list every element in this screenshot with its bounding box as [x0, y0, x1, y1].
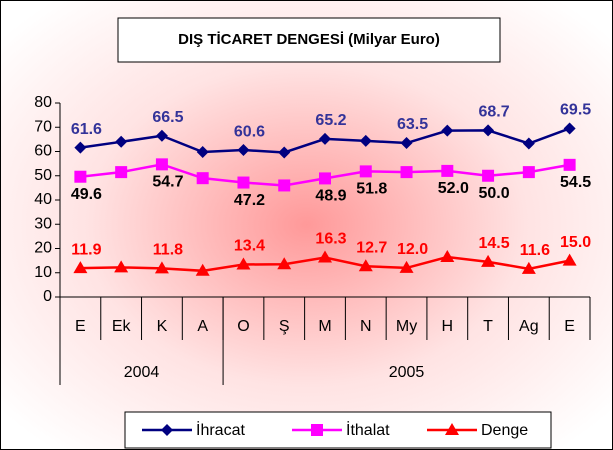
point: [400, 137, 413, 150]
point: [318, 250, 332, 263]
x-tick-label: A: [197, 318, 208, 335]
x-tick-label: E: [564, 318, 575, 335]
point: [195, 263, 210, 276]
point: [236, 257, 251, 270]
point: [155, 158, 168, 171]
point: [278, 179, 291, 192]
point: [441, 124, 454, 137]
point: [399, 260, 414, 273]
y-tick-label: 10: [34, 264, 52, 281]
y-tick-label: 80: [34, 94, 52, 111]
data-label: 52.0: [438, 180, 469, 197]
point: [154, 261, 169, 274]
title-box: [117, 17, 501, 63]
point: [319, 172, 331, 185]
legend-marker: [445, 423, 459, 435]
y-tick-label: 0: [43, 288, 52, 305]
data-label: 48.9: [315, 188, 346, 205]
legend-label: İthalat: [346, 420, 390, 439]
data-label: 61.6: [71, 121, 102, 138]
point: [237, 176, 250, 189]
data-label: 12.7: [356, 239, 387, 256]
data-label: 11.6: [520, 242, 550, 259]
y-tick-label: 40: [34, 191, 52, 208]
data-label: 65.2: [315, 112, 346, 129]
data-label: 12.0: [397, 241, 428, 258]
x-tick-label: E: [75, 318, 86, 335]
point: [278, 146, 291, 159]
data-label: 11.9: [71, 241, 101, 258]
point: [74, 170, 87, 183]
point: [115, 135, 128, 148]
data-label: 49.6: [71, 186, 102, 203]
point: [358, 259, 373, 272]
data-label: 54.5: [560, 174, 591, 191]
y-tick-label: 60: [34, 143, 52, 160]
x-tick-label: T: [483, 318, 493, 335]
x-tick-label: H: [442, 318, 454, 335]
x-tick-label: N: [360, 318, 372, 335]
point: [319, 132, 331, 145]
point: [196, 172, 209, 185]
point: [440, 249, 455, 262]
data-label: 13.4: [234, 238, 265, 255]
point: [359, 134, 372, 147]
data-label: 50.0: [479, 185, 510, 202]
data-label: 15.0: [560, 234, 591, 251]
y-tick-label: 70: [34, 118, 52, 135]
x-tick-label: Ek: [112, 318, 132, 335]
data-label: 60.6: [234, 123, 265, 140]
y-tick-label: 20: [34, 240, 52, 257]
point: [522, 137, 535, 150]
point: [74, 141, 87, 154]
point: [482, 124, 495, 137]
legend-label: İhracat: [196, 420, 245, 439]
data-label: 16.3: [315, 231, 346, 248]
data-label: 14.5: [479, 235, 510, 252]
legend-marker: [161, 424, 173, 436]
point: [115, 166, 128, 179]
x-tick-label: M: [318, 318, 331, 335]
y-tick-label: 50: [34, 167, 52, 184]
point: [114, 260, 129, 273]
point: [73, 261, 88, 274]
x-tick-label: Ag: [519, 318, 539, 335]
point: [196, 145, 209, 158]
point: [562, 253, 577, 266]
point: [481, 254, 496, 267]
point: [400, 166, 413, 179]
legend-label: Denge: [481, 422, 528, 439]
point: [237, 144, 250, 157]
data-label: 11.8: [153, 242, 183, 259]
point: [155, 129, 168, 142]
point: [277, 257, 292, 270]
x-tick-label: O: [237, 318, 249, 335]
point: [441, 164, 454, 177]
point: [482, 169, 495, 182]
data-label: 51.8: [356, 181, 387, 198]
data-label: 54.7: [152, 174, 183, 191]
data-label: 63.5: [397, 116, 428, 133]
point: [563, 158, 576, 171]
data-label: 69.5: [560, 102, 591, 119]
x-tick-label: My: [396, 318, 417, 335]
point: [522, 166, 535, 179]
data-label: 66.5: [152, 109, 183, 126]
data-label: 68.7: [479, 104, 510, 121]
y-tick-label: 30: [34, 215, 52, 232]
legend-marker: [311, 424, 323, 436]
group-label: 2004: [124, 364, 160, 381]
point: [563, 122, 576, 135]
data-label: 47.2: [234, 192, 265, 209]
x-tick-label: K: [157, 318, 168, 335]
chart-title: DIŞ TİCARET DENGESİ (Milyar Euro): [178, 31, 440, 48]
x-tick-label: Ş: [279, 318, 290, 335]
group-label: 2005: [389, 364, 425, 381]
point: [521, 261, 536, 274]
point: [359, 165, 372, 178]
